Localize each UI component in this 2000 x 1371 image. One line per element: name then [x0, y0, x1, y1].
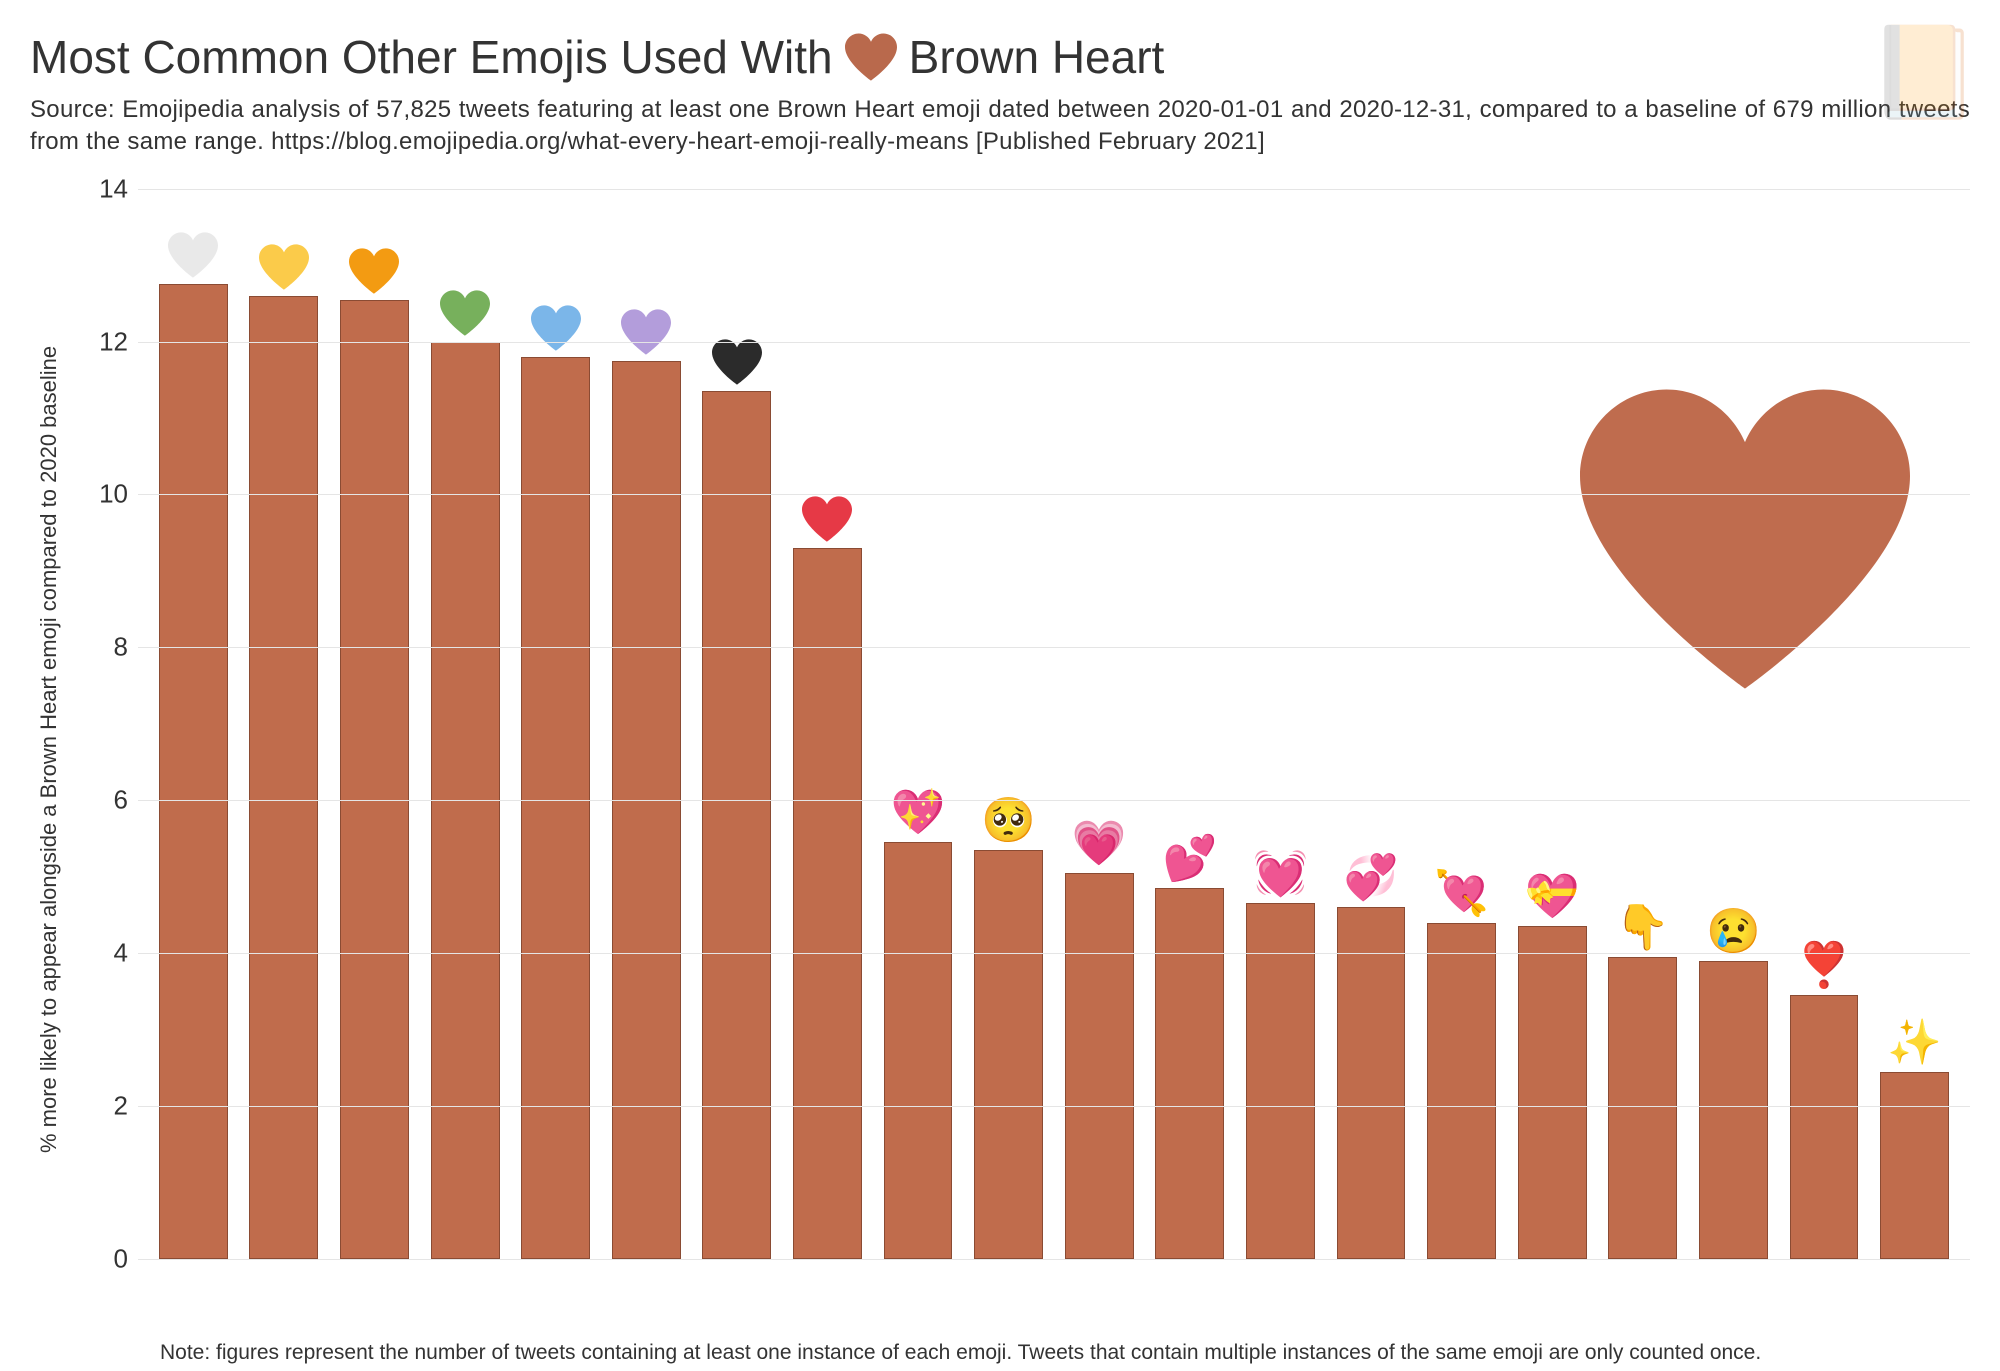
- y-tick-label: 8: [68, 632, 128, 663]
- bar-slot-sparkling-heart: 💖: [873, 189, 964, 1259]
- yellow-heart-icon: [257, 240, 311, 294]
- bar-slot-pleading-face: 🥺: [963, 189, 1054, 1259]
- purple-heart-icon: [619, 305, 673, 359]
- bar-sparkles: [1880, 1072, 1949, 1259]
- bar-beating-heart: [1246, 903, 1315, 1258]
- heart-with-arrow-icon: 💘: [1435, 867, 1489, 921]
- gridline: [138, 647, 1970, 648]
- blue-heart-icon: [529, 301, 583, 355]
- bar-slot-heart-exclamation: ❣️: [1779, 189, 1870, 1259]
- gridline: [138, 1106, 1970, 1107]
- pleading-face-icon: 🥺: [982, 794, 1036, 848]
- gridline: [138, 189, 1970, 190]
- bar-slot-two-hearts: 💕: [1145, 189, 1236, 1259]
- bar-slot-purple-heart: [601, 189, 692, 1259]
- bar-slot-beating-heart: 💓: [1235, 189, 1326, 1259]
- bar-slot-white-heart: [148, 189, 239, 1259]
- bar-slot-sparkles: ✨: [1869, 189, 1960, 1259]
- bar-heart-with-arrow: [1427, 923, 1496, 1259]
- heart-exclamation-icon: ❣️: [1797, 939, 1851, 993]
- two-hearts-icon: 💕: [1163, 832, 1217, 886]
- chart-area: % more likely to appear alongside a Brow…: [30, 189, 1970, 1309]
- bar-revolving-hearts: [1337, 907, 1406, 1259]
- bar-white-heart: [159, 284, 228, 1258]
- y-axis-label: % more likely to appear alongside a Brow…: [30, 189, 68, 1309]
- sparkles-icon: ✨: [1888, 1016, 1942, 1070]
- bar-slot-orange-heart: [329, 189, 420, 1259]
- chart-title: Most Common Other Emojis Used With Brown…: [30, 30, 1970, 84]
- crying-face-icon: 😢: [1706, 905, 1760, 959]
- bar-slot-blue-heart: [510, 189, 601, 1259]
- black-heart-icon: [710, 335, 764, 389]
- bar-slot-black-heart: [692, 189, 783, 1259]
- bar-slot-backhand-index-pointing-down: 👇: [1598, 189, 1689, 1259]
- y-tick-label: 6: [68, 785, 128, 816]
- y-tick-label: 2: [68, 1090, 128, 1121]
- title-prefix-text: Most Common Other Emojis Used With: [30, 30, 833, 84]
- y-tick-label: 10: [68, 479, 128, 510]
- bar-slot-revolving-hearts: 💞: [1326, 189, 1417, 1259]
- growing-heart-icon: 💗: [1072, 817, 1126, 871]
- plot-area: 💖 🥺 💗 💕 💓 💞 💘 💝 👇 😢 ❣️ ✨: [138, 189, 1970, 1259]
- beating-heart-icon: 💓: [1253, 847, 1307, 901]
- gridline: [138, 800, 1970, 801]
- gridline: [138, 342, 1970, 343]
- revolving-hearts-icon: 💞: [1344, 851, 1398, 905]
- white-heart-icon: [166, 228, 220, 282]
- chart-footnote: Note: figures represent the number of tw…: [160, 1341, 1970, 1365]
- bar-slot-heart-with-ribbon: 💝: [1507, 189, 1598, 1259]
- bar-slot-crying-face: 😢: [1688, 189, 1779, 1259]
- bar-black-heart: [702, 391, 771, 1258]
- bar-slot-red-heart: [782, 189, 873, 1259]
- bar-red-heart: [793, 548, 862, 1259]
- sparkling-heart-icon: 💖: [891, 786, 945, 840]
- brown-heart-icon: [845, 33, 897, 81]
- gridline: [138, 494, 1970, 495]
- orange-heart-icon: [347, 244, 401, 298]
- heart-with-ribbon-icon: 💝: [1525, 870, 1579, 924]
- title-suffix-text: Brown Heart: [909, 30, 1165, 84]
- bar-slot-growing-heart: 💗: [1054, 189, 1145, 1259]
- bar-crying-face: [1699, 961, 1768, 1259]
- green-heart-icon: [438, 286, 492, 340]
- y-axis: 02468101214: [68, 189, 138, 1259]
- y-tick-label: 0: [68, 1243, 128, 1274]
- bar-slot-green-heart: [420, 189, 511, 1259]
- page-root: 📙 Most Common Other Emojis Used With Bro…: [0, 0, 2000, 1371]
- bar-heart-with-ribbon: [1518, 926, 1587, 1258]
- bars-container: 💖 🥺 💗 💕 💓 💞 💘 💝 👇 😢 ❣️ ✨: [138, 189, 1970, 1259]
- bar-sparkling-heart: [884, 842, 953, 1259]
- bar-pleading-face: [974, 850, 1043, 1259]
- bar-yellow-heart: [249, 296, 318, 1259]
- bar-orange-heart: [340, 300, 409, 1259]
- bar-blue-heart: [521, 357, 590, 1259]
- red-heart-icon: [800, 492, 854, 546]
- gridline: [138, 953, 1970, 954]
- bar-slot-yellow-heart: [239, 189, 330, 1259]
- bar-growing-heart: [1065, 873, 1134, 1259]
- y-tick-label: 14: [68, 173, 128, 204]
- backhand-index-pointing-down-icon: 👇: [1616, 901, 1670, 955]
- source-text: Source: Emojipedia analysis of 57,825 tw…: [30, 94, 1970, 159]
- gridline: [138, 1259, 1970, 1260]
- y-tick-label: 4: [68, 938, 128, 969]
- watermark-icon: 📙: [1868, 20, 1980, 125]
- bar-two-hearts: [1155, 888, 1224, 1259]
- y-tick-label: 12: [68, 326, 128, 357]
- bar-heart-exclamation: [1790, 995, 1859, 1259]
- bar-slot-heart-with-arrow: 💘: [1416, 189, 1507, 1259]
- bar-backhand-index-pointing-down: [1608, 957, 1677, 1259]
